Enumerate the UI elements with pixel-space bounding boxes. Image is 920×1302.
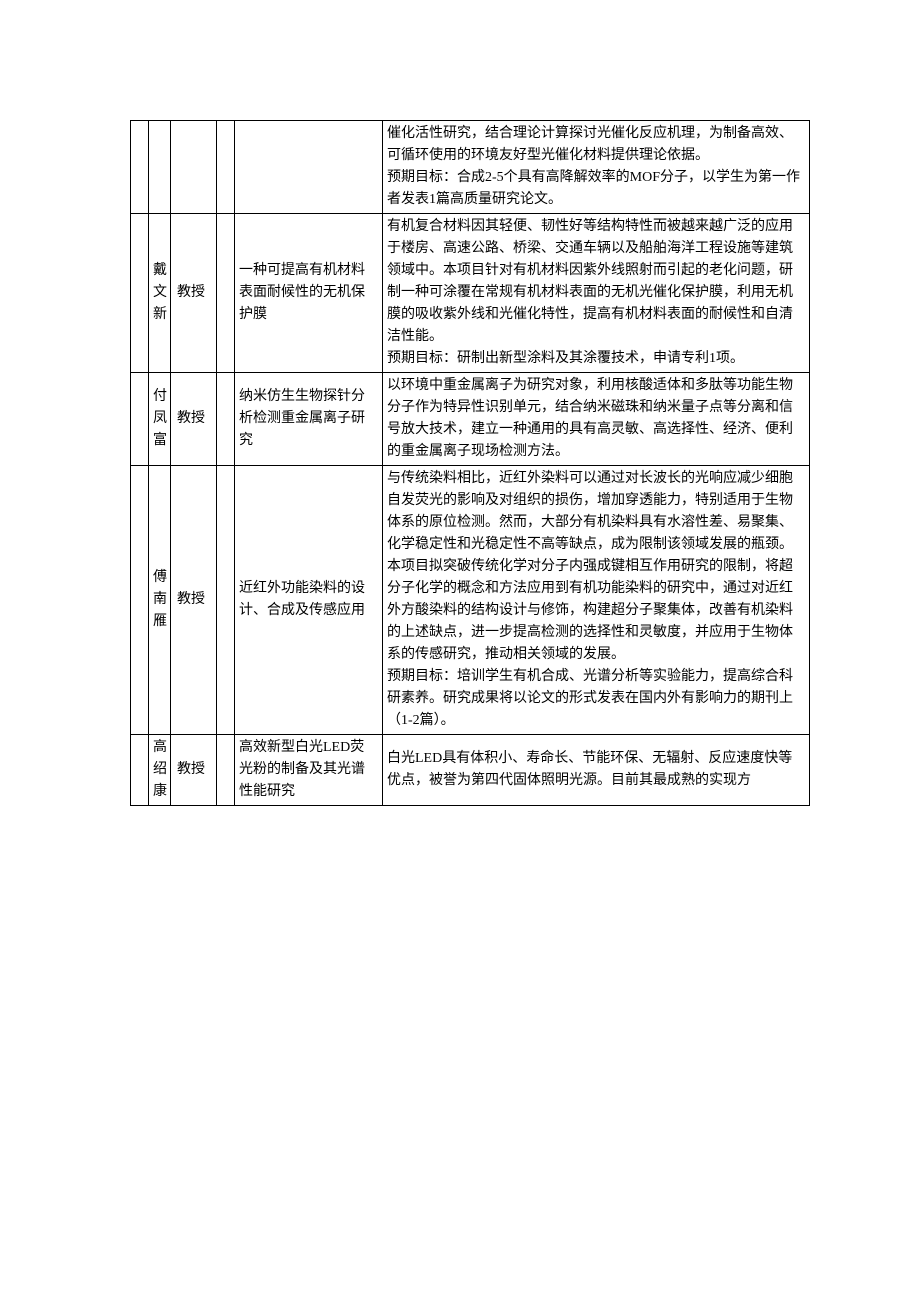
cell-topic: 高效新型白光LED荧光粉的制备及其光谱性能研究 [235, 735, 383, 806]
cell-index [131, 121, 149, 214]
table-row: 付凤富教授纳米仿生生物探针分析检测重金属离子研究以环境中重金属离子为研究对象，利… [131, 373, 810, 466]
cell-title: 教授 [171, 735, 217, 806]
cell-title: 教授 [171, 466, 217, 735]
document-page: 催化活性研究，结合理论计算探讨光催化反应机理，为制备高效、可循环使用的环境友好型… [0, 0, 920, 846]
cell-title: 教授 [171, 373, 217, 466]
cell-title [171, 121, 217, 214]
cell-spacer [217, 735, 235, 806]
cell-topic: 近红外功能染料的设计、合成及传感应用 [235, 466, 383, 735]
cell-title: 教授 [171, 214, 217, 373]
cell-index [131, 466, 149, 735]
cell-index [131, 214, 149, 373]
cell-spacer [217, 121, 235, 214]
cell-spacer [217, 373, 235, 466]
cell-spacer [217, 214, 235, 373]
cell-desc: 与传统染料相比，近红外染料可以通过对长波长的光响应减少细胞自发荧光的影响及对组织… [383, 466, 810, 735]
table-row: 催化活性研究，结合理论计算探讨光催化反应机理，为制备高效、可循环使用的环境友好型… [131, 121, 810, 214]
table-row: 高绍康教授高效新型白光LED荧光粉的制备及其光谱性能研究白光LED具有体积小、寿… [131, 735, 810, 806]
cell-topic: 一种可提高有机材料表面耐候性的无机保护膜 [235, 214, 383, 373]
cell-index [131, 735, 149, 806]
cell-desc: 有机复合材料因其轻便、韧性好等结构特性而被越来越广泛的应用于楼房、高速公路、桥梁… [383, 214, 810, 373]
cell-name: 傅南雁 [149, 466, 171, 735]
cell-index [131, 373, 149, 466]
table-row: 傅南雁教授近红外功能染料的设计、合成及传感应用与传统染料相比，近红外染料可以通过… [131, 466, 810, 735]
cell-name [149, 121, 171, 214]
cell-name: 付凤富 [149, 373, 171, 466]
cell-desc: 以环境中重金属离子为研究对象，利用核酸适体和多肽等功能生物分子作为特异性识别单元… [383, 373, 810, 466]
cell-topic [235, 121, 383, 214]
cell-spacer [217, 466, 235, 735]
cell-desc: 白光LED具有体积小、寿命长、节能环保、无辐射、反应速度快等优点，被誉为第四代固… [383, 735, 810, 806]
cell-desc: 催化活性研究，结合理论计算探讨光催化反应机理，为制备高效、可循环使用的环境友好型… [383, 121, 810, 214]
research-table: 催化活性研究，结合理论计算探讨光催化反应机理，为制备高效、可循环使用的环境友好型… [130, 120, 810, 806]
cell-topic: 纳米仿生生物探针分析检测重金属离子研究 [235, 373, 383, 466]
cell-name: 戴文新 [149, 214, 171, 373]
table-row: 戴文新教授一种可提高有机材料表面耐候性的无机保护膜有机复合材料因其轻便、韧性好等… [131, 214, 810, 373]
cell-name: 高绍康 [149, 735, 171, 806]
